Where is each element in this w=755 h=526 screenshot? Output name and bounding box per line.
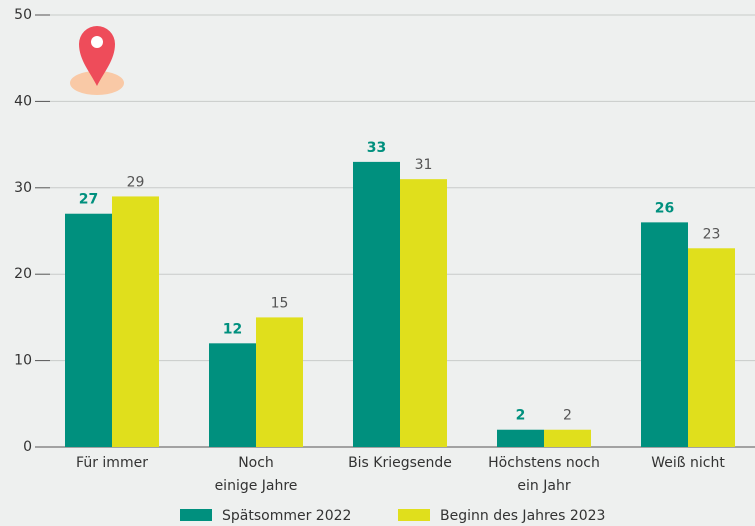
bar [209,343,256,447]
bar [112,196,159,447]
y-tick-label: 40 [14,93,32,109]
bar [544,429,591,447]
y-tick-label: 50 [14,7,32,23]
x-tick-label: Weiß nicht [651,455,725,471]
y-tick-label: 0 [23,439,32,455]
legend-label: Beginn des Jahres 2023 [440,508,605,524]
bar [256,317,303,447]
x-tick-label: Höchstens noch [488,455,600,471]
legend-swatch [398,509,430,521]
x-tick-label: Bis Kriegsende [348,455,452,471]
map-pin-icon [70,26,124,95]
value-label: 33 [367,140,386,156]
y-tick-label: 10 [14,353,32,369]
y-tick-label: 20 [14,266,32,282]
bar [497,429,544,447]
x-tick-label: Noch [238,455,274,471]
bar [400,179,447,447]
value-label: 27 [79,192,98,208]
x-tick-label: ein Jahr [517,478,570,494]
x-tick-label: einige Jahre [215,478,298,494]
bar [641,222,688,447]
bar [65,213,112,447]
x-tick-label: Für immer [76,455,148,471]
legend-label: Spätsommer 2022 [222,508,351,524]
legend-swatch [180,509,212,521]
value-label: 29 [127,174,145,190]
y-tick-label: 30 [14,180,32,196]
value-label: 26 [655,200,674,216]
bar [353,161,400,447]
value-label: 12 [223,321,242,337]
value-label: 2 [563,408,572,424]
value-label: 2 [516,408,526,424]
bar [688,248,735,447]
value-label: 15 [271,295,289,311]
value-label: 23 [703,226,721,242]
value-label: 31 [415,157,433,173]
